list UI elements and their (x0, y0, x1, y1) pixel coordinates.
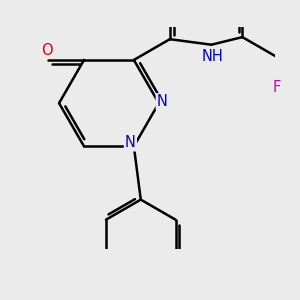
Text: F: F (273, 80, 281, 95)
Text: NH: NH (201, 49, 223, 64)
Text: O: O (41, 43, 52, 58)
Text: N: N (157, 94, 168, 109)
Text: N: N (125, 135, 136, 150)
